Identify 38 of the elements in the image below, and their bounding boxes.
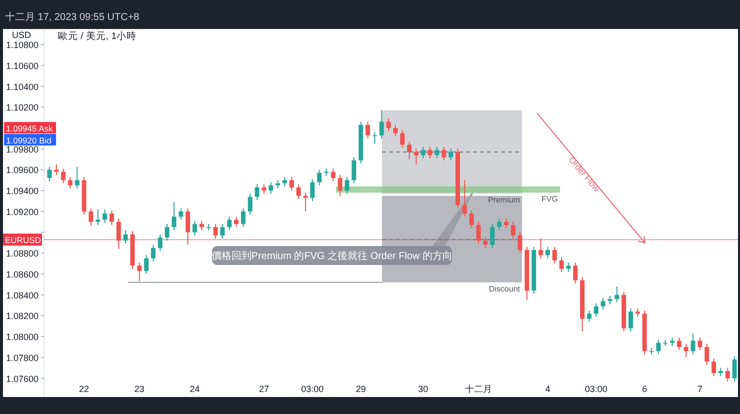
x-tick-label: 03:00 [584, 384, 608, 394]
y-tick-label: 1.09400 [6, 186, 39, 196]
y-tick-label: 1.10800 [6, 40, 39, 50]
annotation: 價格回到Premium 的FVG 之後就往 Order Flow 的方向 [211, 250, 453, 262]
annotation: 1.09945 Ask [6, 124, 54, 134]
callout: 價格回到Premium 的FVG 之後就往 Order Flow 的方向 [211, 246, 453, 265]
y-tick-label: 1.10200 [6, 102, 39, 113]
y-axis-title: USD [12, 30, 32, 40]
band-label: FVG [542, 194, 558, 204]
y-tick-label: 1.08400 [6, 290, 39, 300]
band-label: Discount [488, 284, 521, 294]
x-tick-label: 03:00 [301, 384, 324, 394]
y-tick-label: 1.08200 [6, 311, 39, 322]
y-tick-label: 1.08800 [6, 248, 39, 259]
annotation: 1.09920 Bid [6, 136, 52, 146]
x-tick-label: 4 [545, 384, 550, 394]
x-tick-label: 6 [642, 384, 648, 394]
ref-line-label: EURUSD [5, 235, 41, 246]
y-tick-label: 1.09600 [6, 165, 39, 176]
band-label: Premium [488, 196, 520, 205]
chart-subtitle: 十二月 17, 2023 09:55 UTC+8 [5, 11, 140, 23]
y-tick-label: 1.07600 [6, 374, 39, 384]
x-tick-label: 24 [190, 384, 200, 394]
y-tick-label: 1.08600 [6, 270, 39, 280]
x-tick-label: 27 [258, 384, 269, 394]
chart-title: 歐元 / 美元, 1小時 [58, 30, 136, 42]
x-tick-label: 29 [356, 384, 366, 394]
x-tick-label: 30 [418, 384, 428, 394]
y-tick-label: 1.09200 [6, 206, 39, 217]
x-tick-label: 23 [134, 384, 144, 394]
y-tick-label: 1.09800 [6, 144, 39, 154]
x-tick-label: 十二月 [465, 384, 492, 394]
y-tick-label: 1.07800 [6, 352, 39, 363]
y-tick-label: 1.08000 [6, 332, 39, 342]
y-tick-label: 1.10600 [6, 60, 39, 71]
x-tick-label: 22 [79, 384, 90, 394]
x-tick-label: 7 [697, 384, 702, 394]
y-tick-label: 1.10400 [6, 82, 39, 92]
